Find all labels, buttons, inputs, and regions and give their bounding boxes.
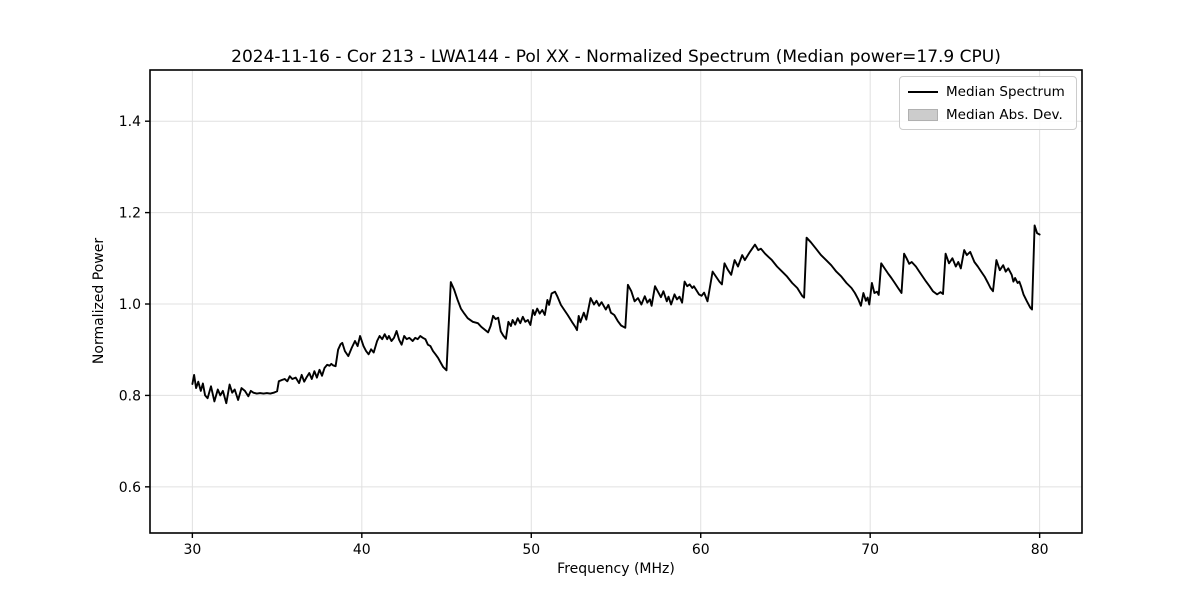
y-tick-label: 1.2 [119, 206, 141, 222]
legend: Median Spectrum Median Abs. Dev. [899, 76, 1077, 130]
patch-sample-icon [908, 108, 938, 121]
legend-item-median-abs-dev: Median Abs. Dev. [908, 105, 1068, 124]
x-tick-label: 40 [353, 542, 371, 558]
legend-patch-swatch [908, 108, 938, 121]
x-axis-label: Frequency (MHz) [557, 561, 675, 577]
x-tick-label: 70 [861, 542, 879, 558]
legend-line-swatch [908, 90, 938, 93]
plot-border [149, 69, 1083, 534]
line-sample-icon [908, 90, 938, 93]
spectrum-line [191, 224, 1041, 405]
chart-title: 2024-11-16 - Cor 213 - LWA144 - Pol XX -… [231, 47, 1001, 67]
legend-item-median-spectrum: Median Spectrum [908, 82, 1068, 101]
y-axis-label: Normalized Power [91, 237, 107, 365]
legend-label: Median Spectrum [946, 83, 1065, 100]
y-tick-label: 1.4 [119, 114, 141, 130]
x-tick-label: 50 [522, 542, 540, 558]
y-tick-label: 1.0 [119, 297, 141, 313]
legend-label: Median Abs. Dev. [946, 106, 1063, 123]
x-tick-label: 30 [183, 542, 201, 558]
x-tick-label: 80 [1031, 542, 1049, 558]
y-tick-label: 0.8 [119, 388, 141, 404]
x-tick-label: 60 [692, 542, 710, 558]
y-tick-label: 0.6 [119, 480, 141, 496]
mad-band [192, 224, 1040, 405]
